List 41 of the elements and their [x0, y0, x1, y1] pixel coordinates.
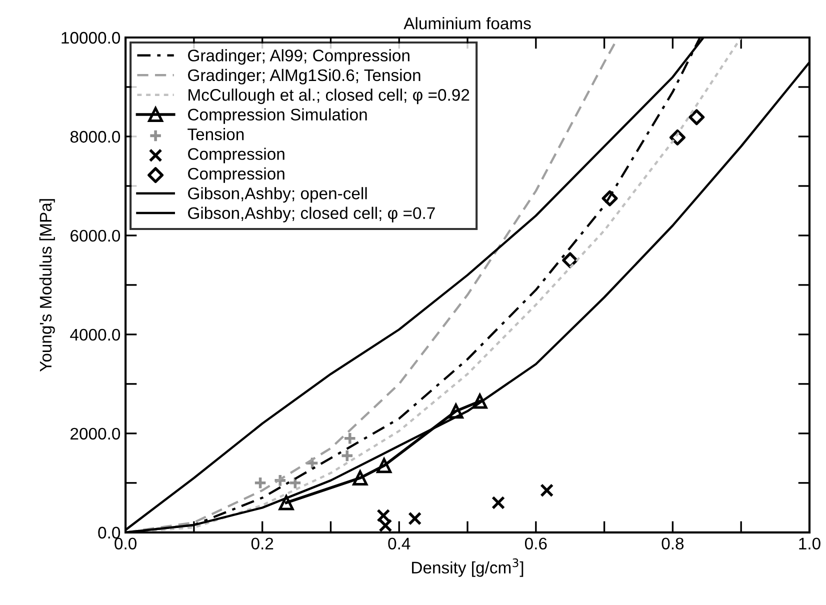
- legend-label: Tension: [188, 128, 244, 140]
- point: [340, 448, 354, 462]
- point: [670, 130, 686, 146]
- y-tick-label: 6000.0: [70, 230, 120, 242]
- y-tick-label: 10000.0: [62, 32, 120, 44]
- point: [376, 458, 392, 474]
- point: [540, 484, 554, 498]
- y-axis-title: Young's Modulus [MPa]: [39, 199, 55, 372]
- point: [254, 476, 268, 490]
- legend-label: Gibson,Ashby; closed cell; φ =0.7: [188, 206, 435, 222]
- chart-title: Aluminium foams: [404, 17, 531, 30]
- legend-label: Compression Simulation: [188, 108, 367, 124]
- point: [602, 190, 618, 206]
- y-tick-label: 8000.0: [70, 130, 120, 143]
- point: [288, 476, 302, 490]
- point: [408, 512, 422, 526]
- y-tick-label: 0.0: [98, 526, 120, 539]
- point: [688, 109, 705, 126]
- point: [448, 404, 464, 419]
- legend-label: Gradinger; AlMg1Si0.6; Tension: [188, 68, 420, 84]
- point: [278, 495, 294, 510]
- point: [352, 470, 368, 486]
- point: [376, 508, 390, 522]
- x-axis-title: Density [g/cm$^{3}$]: [412, 558, 524, 577]
- x-tick-label: 0.4: [388, 538, 410, 550]
- x-tick-label: 0.0: [114, 538, 136, 550]
- y-tick-label: 4000.0: [70, 328, 120, 341]
- legend-label: Compression: [188, 167, 284, 183]
- legend-label: McCullough et al.; closed cell; φ =0.92: [188, 88, 470, 104]
- legend-label: Gibson,Ashby; open-cell: [188, 187, 367, 203]
- legend-label: Compression: [188, 148, 284, 164]
- x-tick-label: 0.6: [524, 538, 547, 550]
- legend-label: Gradinger; Al99; Compression: [188, 49, 410, 65]
- x-tick-label: 1.0: [799, 538, 820, 550]
- y-tick-label: 2000.0: [70, 428, 120, 440]
- point: [472, 394, 488, 409]
- x-tick-label: 0.8: [662, 538, 684, 550]
- point: [343, 432, 357, 446]
- point: [378, 518, 392, 532]
- point: [492, 496, 506, 510]
- x-tick-label: 0.2: [251, 538, 274, 550]
